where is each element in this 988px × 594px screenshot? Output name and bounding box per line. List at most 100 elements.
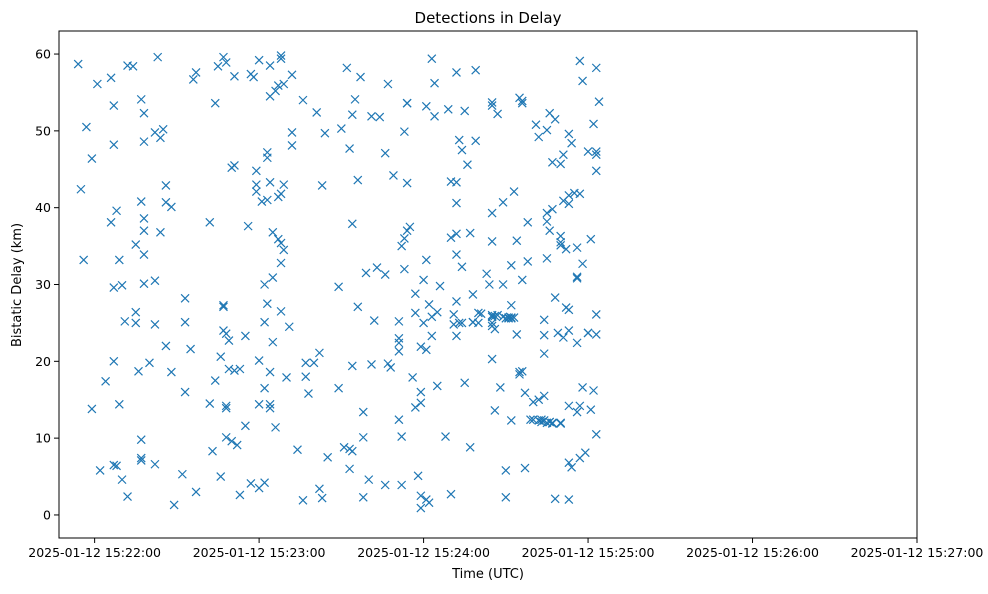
y-tick-label: 10: [35, 431, 51, 446]
data-point: [268, 273, 278, 283]
data-point: [550, 114, 560, 124]
data-point: [276, 258, 286, 268]
data-point: [81, 122, 91, 132]
data-point: [454, 135, 464, 145]
data-point: [219, 52, 228, 62]
data-point: [556, 240, 566, 250]
data-point: [153, 52, 163, 62]
data-point: [547, 418, 557, 428]
data-point: [545, 226, 555, 236]
data-point: [262, 195, 272, 205]
data-point: [399, 127, 409, 137]
data-point: [224, 364, 234, 374]
data-point: [301, 358, 311, 368]
data-point: [564, 190, 574, 200]
data-point: [260, 478, 270, 488]
x-tick-label: 2025-01-12 15:24:00: [357, 545, 490, 560]
data-point: [128, 61, 138, 71]
data-point: [572, 338, 582, 348]
data-point: [427, 54, 437, 64]
data-point: [591, 330, 601, 339]
data-point: [520, 388, 530, 398]
data-point: [572, 407, 582, 417]
y-tick-label: 0: [43, 507, 51, 522]
data-point: [353, 175, 363, 185]
data-point: [460, 106, 470, 116]
data-point: [427, 331, 437, 341]
data-point: [556, 237, 566, 247]
data-point: [136, 197, 146, 206]
data-point: [506, 260, 516, 270]
data-point: [416, 398, 426, 408]
data-point: [369, 316, 379, 326]
data-point: [561, 244, 571, 254]
data-point: [591, 63, 601, 73]
data-point: [139, 137, 149, 147]
data-point: [523, 217, 533, 227]
data-point: [446, 489, 456, 499]
data-point: [117, 475, 127, 485]
data-point: [526, 415, 535, 425]
data-point: [397, 432, 407, 442]
data-point: [364, 475, 374, 485]
data-point: [564, 129, 574, 139]
data-point: [298, 495, 308, 505]
data-point: [394, 316, 404, 326]
data-point: [161, 197, 171, 207]
data-point: [279, 245, 289, 255]
data-point: [410, 308, 420, 318]
data-point: [180, 317, 190, 327]
data-point: [416, 342, 426, 352]
data-point: [476, 309, 486, 319]
data-point: [271, 86, 280, 96]
data-point: [114, 399, 124, 409]
data-point: [317, 493, 327, 503]
data-point: [131, 307, 141, 317]
data-point: [106, 73, 116, 83]
data-point: [221, 403, 231, 413]
data-point: [79, 255, 89, 265]
data-point: [139, 214, 149, 223]
data-point: [575, 401, 585, 411]
data-point: [506, 313, 516, 323]
data-point: [430, 78, 439, 88]
data-point: [317, 180, 327, 190]
data-point: [556, 159, 566, 169]
data-point: [550, 293, 560, 302]
data-point: [402, 98, 412, 108]
data-point: [271, 422, 280, 432]
data-point: [304, 389, 313, 399]
data-point: [512, 236, 522, 246]
data-point: [509, 313, 519, 322]
data-point: [254, 55, 264, 65]
data-point: [572, 273, 582, 283]
data-point: [112, 206, 121, 216]
data-point: [309, 358, 319, 368]
data-point: [432, 307, 442, 317]
data-point: [139, 250, 149, 259]
data-point: [416, 387, 426, 397]
data-point: [394, 415, 404, 425]
data-point: [380, 148, 390, 158]
data-point: [567, 138, 577, 148]
data-point: [265, 61, 275, 70]
data-point: [232, 440, 242, 450]
data-point: [452, 250, 461, 259]
data-point: [109, 460, 119, 470]
data-point: [358, 432, 368, 442]
data-point: [564, 305, 574, 315]
data-point: [495, 383, 505, 392]
data-point: [416, 503, 426, 513]
data-point: [410, 289, 420, 299]
data-point: [276, 238, 286, 248]
data-point: [92, 79, 102, 89]
data-point: [446, 233, 456, 243]
x-tick-label: 2025-01-12 15:22:00: [28, 545, 161, 560]
data-point: [246, 479, 256, 488]
data-point: [490, 311, 500, 321]
data-point: [260, 280, 270, 289]
data-point: [501, 492, 511, 502]
data-point: [553, 328, 563, 338]
data-point: [262, 153, 272, 163]
data-point: [482, 269, 492, 279]
